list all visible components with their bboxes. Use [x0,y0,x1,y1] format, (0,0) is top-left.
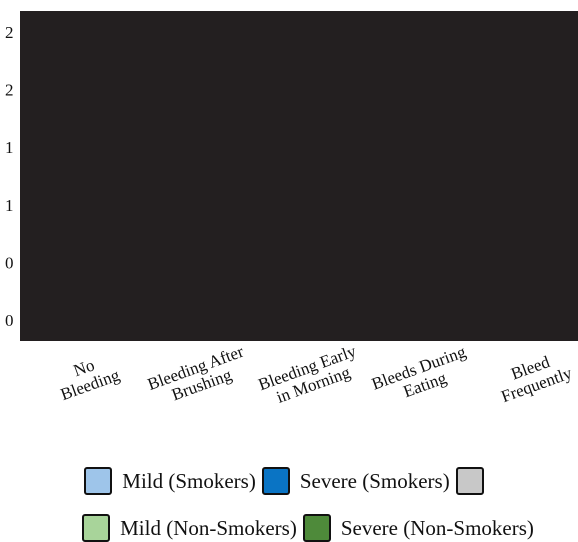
legend-label: Mild (Non-Smokers) [120,515,297,540]
legend-item-mild-non-smokers[interactable]: Mild (Non-Smokers) [82,514,297,542]
legend-item-severe-smokers[interactable]: Severe (Smokers) [261,467,450,495]
y-tick-label: 0 [5,311,14,330]
legend-item-severe-non-smokers[interactable]: Severe (Non-Smokers) [302,514,534,542]
legend-swatch [455,467,484,495]
x-category-label: Bleeds DuringEating [369,342,475,411]
x-category-label: NoBleeding [52,348,123,404]
legend-label: Mild (Smokers) [122,468,256,493]
y-tick-label: 1 [5,196,14,215]
y-tick-label: 1 [5,138,14,157]
x-category-label: Bleeding AfterBrushing [145,342,252,411]
y-axis-ticks: 2 2 1 1 0 0 [5,23,14,330]
x-category-label: BleedFrequently [492,346,574,406]
legend-row-2: Mild (Non-Smokers) Severe (Non-Smokers) [0,514,578,542]
legend-label: Severe (Smokers) [299,468,450,493]
legend-swatch [84,467,113,495]
y-tick-label: 2 [5,23,14,42]
legend-item-unlabeled[interactable] [455,467,494,495]
y-tick-label: 0 [5,253,14,272]
legend-swatch [82,514,111,542]
legend-swatch [302,514,331,542]
plot-area [20,11,578,341]
legend-swatch [261,467,290,495]
x-category-label: Bleeding Earlyin Morning [256,341,365,411]
y-tick-label: 2 [5,81,14,100]
legend-item-mild-smokers[interactable]: Mild (Smokers) [84,467,256,495]
legend-row-1: Mild (Smokers) Severe (Smokers) [0,467,578,495]
x-axis-labels: NoBleeding Bleeding AfterBrushing Bleeding… [52,341,575,411]
legend-label: Severe (Non-Smokers) [340,515,534,540]
